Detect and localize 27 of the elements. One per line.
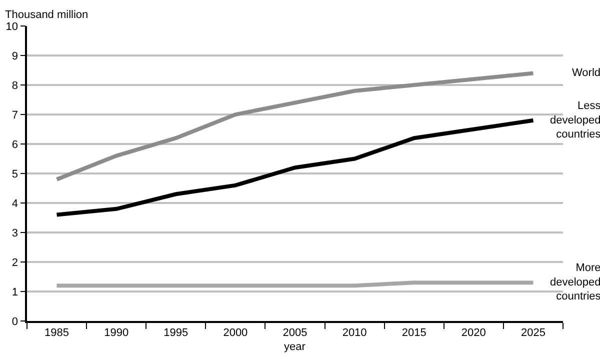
x-axis-title: year xyxy=(284,341,306,353)
y-axis-title: Thousand million xyxy=(5,9,88,21)
series-label: More developed countries xyxy=(550,262,600,303)
x-tick-label: 2010 xyxy=(342,326,367,339)
y-tick-label: 7 xyxy=(12,109,18,122)
x-tick-label: 2000 xyxy=(223,326,248,339)
y-tick-label: 2 xyxy=(12,256,18,269)
x-tick-label: 2020 xyxy=(461,326,486,339)
y-tick-label: 3 xyxy=(12,227,18,240)
x-tick-label: 1990 xyxy=(104,326,129,339)
x-tick-label: 2015 xyxy=(402,326,426,339)
y-tick-label: 9 xyxy=(12,50,18,62)
x-tick-label: 2025 xyxy=(520,326,546,339)
y-tick-label: 4 xyxy=(12,198,18,210)
text: World xyxy=(572,67,600,79)
y-tick-label: 10 xyxy=(6,20,18,33)
y-tick-label: 0 xyxy=(12,316,18,328)
x-tick-label: 1985 xyxy=(44,326,70,339)
x-tick-label: 1995 xyxy=(164,326,188,339)
series-label: Less developed countries xyxy=(550,100,600,141)
line-series xyxy=(54,71,536,182)
line-series xyxy=(54,118,536,217)
y-tick-label: 5 xyxy=(12,168,18,180)
y-tick-label: 6 xyxy=(12,138,18,151)
x-tick-label: 2005 xyxy=(282,326,308,339)
y-tick-label: 8 xyxy=(12,80,18,92)
y-tick-label: 1 xyxy=(12,286,18,298)
